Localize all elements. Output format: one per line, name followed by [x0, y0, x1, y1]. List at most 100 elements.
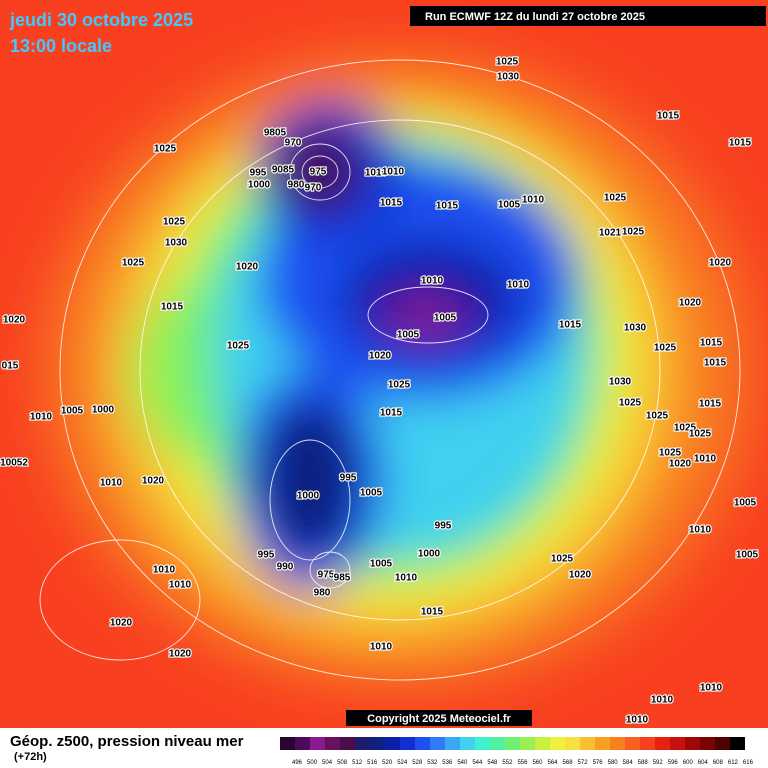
colorbar-swatch	[295, 737, 310, 750]
isobar-label: 975	[310, 167, 327, 178]
colorbar-tick-label: 532	[427, 760, 438, 766]
isobar-label: 1025	[654, 343, 677, 354]
run-banner	[410, 6, 766, 26]
isobar-label: 1025	[622, 227, 645, 238]
colorbar-tick-label: 564	[548, 760, 559, 766]
colorbar-swatch	[565, 737, 580, 750]
isobar-label: 1020	[669, 459, 692, 470]
colorbar-tick-label: 548	[487, 760, 498, 766]
isobar-label: 1010	[421, 276, 444, 287]
colorbar-tick-label: 616	[743, 760, 754, 766]
colorbar-swatch	[490, 737, 505, 750]
copyright: Copyright 2025 Meteociel.fr	[367, 713, 511, 725]
colorbar-tick-label: 496	[292, 760, 303, 766]
colorbar-tick-label: 528	[412, 760, 423, 766]
isobar-label: 1010	[169, 580, 192, 591]
isobar-label: 10052	[0, 458, 28, 469]
colorbar-swatch	[355, 737, 370, 750]
isobar-label: 1030	[624, 323, 647, 334]
colorbar-swatch	[715, 737, 730, 750]
isobar-label: 1030	[609, 377, 632, 388]
isobar-label: 1020	[3, 315, 26, 326]
colorbar-tick-label: 612	[728, 760, 739, 766]
colorbar-swatch	[415, 737, 430, 750]
colorbar-swatch	[340, 737, 355, 750]
isobar-label: 1010	[522, 195, 545, 206]
isobar-label: 1015	[704, 358, 727, 369]
colorbar-swatch	[520, 737, 535, 750]
colorbar-tick-label: 588	[638, 760, 649, 766]
time: 13:00 locale	[10, 36, 112, 56]
colorbar-tick-label: 572	[578, 760, 589, 766]
colorbar-swatch	[280, 737, 295, 750]
colorbar-tick-label: 504	[322, 760, 333, 766]
isobar-label: 1010	[694, 454, 717, 465]
isobar-label: 1025	[659, 448, 682, 459]
isobar-label: 1015	[699, 399, 722, 410]
field	[0, 0, 768, 728]
isobar-label: 1021	[599, 228, 622, 239]
colorbar-tick-label: 584	[623, 760, 634, 766]
isobar-label: 1000	[248, 180, 271, 191]
date: jeudi 30 octobre 2025	[9, 10, 193, 30]
isobar-label: 1005	[736, 550, 759, 561]
isobar-label: 1000	[297, 491, 320, 502]
isobar-label: 995	[340, 473, 357, 484]
isobar-label: 1020	[236, 262, 259, 273]
isobar-label: 990	[277, 562, 294, 573]
isobar-label: 1025	[496, 57, 519, 68]
isobar-label: 1025	[619, 398, 642, 409]
colorbar-swatch	[400, 737, 415, 750]
colorbar-tick-label: 508	[337, 760, 348, 766]
isobar-label: 1015	[700, 338, 723, 349]
isobar-label: 1000	[418, 549, 441, 560]
colorbar-swatch	[655, 737, 670, 750]
colorbar-swatch	[700, 737, 715, 750]
isobar-label: 1005	[370, 559, 393, 570]
colorbar-tick-label: 600	[683, 760, 694, 766]
isobar-label: 1005	[61, 406, 84, 417]
colorbar-tick-label: 560	[532, 760, 543, 766]
isobar-label: 970	[285, 138, 302, 149]
colorbar-swatch	[535, 737, 550, 750]
isobar-label: 1030	[497, 72, 520, 83]
isobar-label: 1015	[657, 111, 680, 122]
isobar-label: 1025	[551, 554, 574, 565]
colorbar-tick-label: 524	[397, 760, 408, 766]
isobar-label: 1015	[380, 198, 403, 209]
isobar-label: 975	[318, 570, 335, 581]
run-info: Run ECMWF 12Z du lundi 27 octobre 2025	[425, 11, 645, 23]
colorbar-tick-label: 608	[713, 760, 724, 766]
isobar-label: 1020	[709, 258, 732, 269]
isobar-label: 1010	[626, 715, 649, 726]
isobar-label: 995	[435, 521, 452, 532]
isobar-label: 1025	[154, 144, 177, 155]
colorbar-tick-label: 512	[352, 760, 363, 766]
isobar-label: 1025	[689, 429, 712, 440]
isobar-label: 1010	[370, 642, 393, 653]
colorbar-swatch	[505, 737, 520, 750]
colorbar-swatch	[445, 737, 460, 750]
isobar-label: 1025	[674, 423, 697, 434]
colorbar-tick-label: 540	[457, 760, 468, 766]
isobar-label: 9805	[264, 128, 287, 139]
isobar-label: 1005	[397, 330, 420, 341]
isobar-label: 1020	[169, 649, 192, 660]
isobar-label: 1010	[365, 168, 388, 179]
footer-title: Géop. z500, pression niveau mer	[10, 733, 244, 750]
isobar-label: 1010	[100, 478, 123, 489]
isobar-label: 1020	[110, 618, 133, 629]
isobar-label: 1010	[700, 683, 723, 694]
isobar-label: 1010	[30, 412, 53, 423]
isobar-label: 1025	[227, 341, 250, 352]
isobar-label: 1015	[729, 138, 752, 149]
isobar-label: 1015	[161, 302, 184, 313]
colorbar-tick-label: 592	[653, 760, 664, 766]
colorbar-swatch	[730, 737, 745, 750]
colorbar-swatch	[475, 737, 490, 750]
isobar-label: 980	[314, 588, 331, 599]
colorbar-swatch	[430, 737, 445, 750]
isobar-label: 995	[250, 168, 267, 179]
colorbar: 496 500 504 508 512 516 520 524 528 532 536 540 544 5…	[280, 737, 754, 766]
isobar-label: 1020	[142, 476, 165, 487]
